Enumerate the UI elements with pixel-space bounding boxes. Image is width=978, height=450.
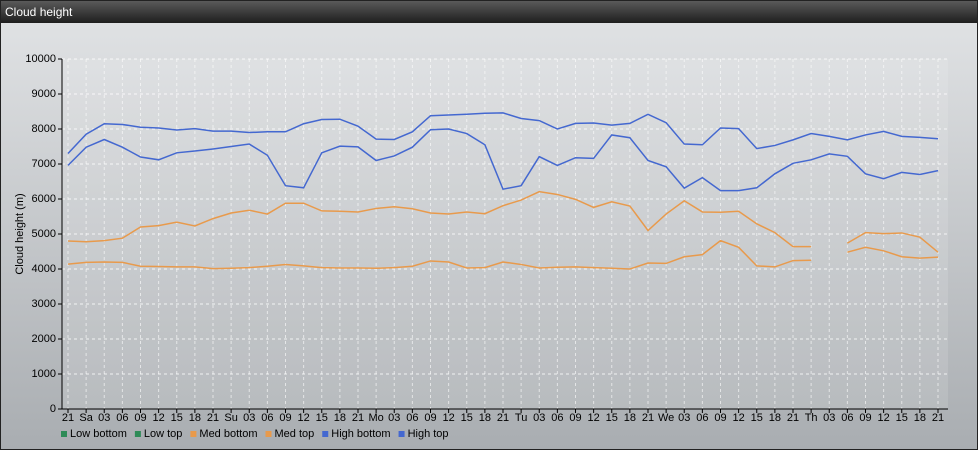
x-tick-label: 15 (896, 412, 908, 424)
x-tick-label: 15 (606, 412, 618, 424)
x-tick-label: 18 (334, 412, 346, 424)
y-axis-label: Cloud height (m) (14, 193, 26, 274)
x-tick-label: We (658, 412, 674, 424)
x-tick-label: 18 (189, 412, 201, 424)
x-tick-label: 06 (841, 412, 853, 424)
x-tick-label: 06 (116, 412, 128, 424)
x-tick-label: 09 (279, 412, 291, 424)
x-tick-label: 18 (479, 412, 491, 424)
x-tick-label: 03 (678, 412, 690, 424)
x-tick-label: 21 (62, 412, 74, 424)
legend-label: High bottom (331, 428, 390, 440)
x-tick-label: 03 (533, 412, 545, 424)
x-tick-label: 03 (98, 412, 110, 424)
series-line (67, 190, 939, 253)
legend-marker (322, 431, 329, 437)
x-tick-label: 06 (551, 412, 563, 424)
x-tick-label: Mo (368, 412, 383, 424)
x-tick-label: 21 (352, 412, 364, 424)
x-tick-label: 03 (388, 412, 400, 424)
x-tick-label: 09 (424, 412, 436, 424)
x-tick-label: 21 (932, 412, 944, 424)
legend-label: Med bottom (199, 428, 257, 440)
legend-marker (134, 431, 141, 437)
legend-label: Med top (275, 428, 315, 440)
x-tick-label: Tu (515, 412, 527, 424)
legend-label: Low bottom (70, 428, 127, 440)
y-tick-label: 1000 (32, 368, 56, 380)
x-tick-label: 18 (914, 412, 926, 424)
x-tick-label: 12 (733, 412, 745, 424)
x-tick-label: 06 (406, 412, 418, 424)
legend-marker (398, 431, 405, 437)
x-tick-label: 21 (787, 412, 799, 424)
series-line (67, 128, 939, 192)
x-tick-label: 12 (443, 412, 455, 424)
y-tick-label: 8000 (32, 123, 56, 135)
y-tick-label: 7000 (32, 158, 56, 170)
title-bar: Cloud height (1, 1, 977, 23)
x-tick-label: 15 (751, 412, 763, 424)
x-tick-label: 12 (153, 412, 165, 424)
x-tick-label: Th (805, 412, 818, 424)
series-line (67, 239, 939, 270)
legend-marker (265, 431, 272, 437)
x-tick-label: 09 (859, 412, 871, 424)
x-tick-label: 09 (714, 412, 726, 424)
x-tick-label: 21 (642, 412, 654, 424)
x-tick-label: 12 (878, 412, 890, 424)
x-tick-label: 03 (243, 412, 255, 424)
x-tick-label: Su (224, 412, 237, 424)
x-tick-label: 09 (134, 412, 146, 424)
y-tick-label: 10000 (25, 53, 56, 65)
y-tick-label: 0 (50, 403, 56, 415)
legend-marker (190, 431, 197, 437)
x-tick-label: 12 (298, 412, 310, 424)
legend-label: Low top (144, 428, 183, 440)
x-tick-label: 06 (261, 412, 273, 424)
x-tick-label: 03 (823, 412, 835, 424)
x-tick-label: 21 (207, 412, 219, 424)
x-tick-label: 12 (588, 412, 600, 424)
x-tick-label: Sa (79, 412, 93, 424)
y-tick-label: 5000 (32, 228, 56, 240)
y-tick-label: 4000 (32, 263, 56, 275)
x-tick-label: 18 (769, 412, 781, 424)
x-tick-label: 15 (171, 412, 183, 424)
x-tick-label: 09 (569, 412, 581, 424)
x-tick-label: 15 (316, 412, 328, 424)
series-line (67, 112, 939, 155)
x-tick-label: 18 (624, 412, 636, 424)
y-tick-label: 6000 (32, 193, 56, 205)
x-tick-label: 21 (497, 412, 509, 424)
x-tick-label: 15 (461, 412, 473, 424)
legend-label: High top (408, 428, 449, 440)
x-tick-label: 06 (696, 412, 708, 424)
legend-marker (61, 431, 67, 437)
y-tick-label: 3000 (32, 298, 56, 310)
y-tick-label: 9000 (32, 88, 56, 100)
y-tick-label: 2000 (32, 333, 56, 345)
